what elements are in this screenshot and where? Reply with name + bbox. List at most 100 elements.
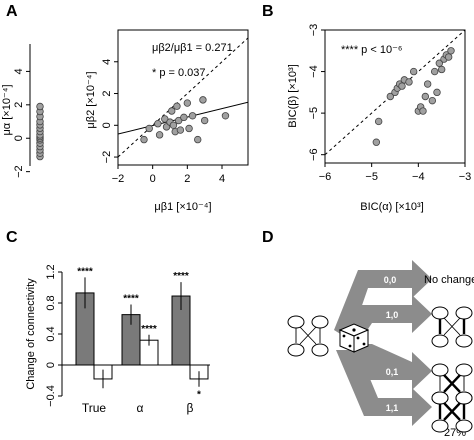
branch-label-1-0: 1,0 [386, 310, 399, 320]
c-y-label: Change of connectivity [25, 278, 37, 390]
a-right-x-ticks: −2 0 2 4 [112, 165, 225, 185]
a-right-y-tick-label: −2 [101, 151, 113, 164]
branch-arrow-0-0 [334, 260, 432, 340]
panel-d-diagram: 0,0 1,0 0,1 1,1 No change 27% [287, 260, 474, 439]
panel-letter-b: B [262, 3, 274, 20]
c-significance-label: **** [173, 271, 189, 282]
a-right-point [173, 102, 181, 110]
a-right-point [168, 107, 176, 115]
b-y-tick-label: −5 [308, 107, 320, 120]
a-right-point [161, 115, 169, 123]
c-category-labels: True α β [82, 401, 194, 415]
panel-a-strip-chart: −2 0 2 4 μα [×10⁻⁴] [1, 44, 44, 178]
a-right-plot-frame [117, 29, 249, 166]
network-edge [443, 317, 461, 336]
network-node [431, 363, 449, 377]
c-significance-label: **** [123, 294, 139, 305]
branch-label-0-1: 0,1 [386, 367, 399, 377]
b-point [398, 82, 406, 90]
a-right-point [199, 96, 207, 104]
network-edge [443, 374, 461, 393]
a-right-x-tick-label: 0 [150, 173, 156, 185]
panel-b-scatter-chart: −6 −5 −4 −3 −6 −5 −4 −3 BIC(β) [×10³] BIC(α) [… [287, 24, 471, 213]
a-right-y-tick-label: 0 [101, 122, 113, 128]
a-left-y-label: μα [×10⁻⁴] [1, 84, 13, 135]
c-category-label: True [82, 401, 107, 415]
b-point [409, 67, 418, 76]
a-right-x-tick-label: −2 [112, 173, 125, 185]
b-y-label: BIC(β) [×10³] [287, 64, 299, 127]
b-point [437, 65, 446, 74]
dice-icon [338, 323, 370, 353]
a-right-reference-lines [118, 37, 248, 158]
b-point [447, 47, 455, 55]
b-points [372, 47, 455, 146]
network-node [455, 306, 473, 320]
a-right-point [188, 112, 197, 120]
b-y-ticks: −6 −5 −4 −3 [308, 24, 325, 161]
b-identity-line-path [324, 29, 466, 156]
a-left-y-tick-label: 4 [13, 68, 25, 74]
c-significance-label: * [197, 390, 201, 401]
a-right-point [176, 126, 185, 134]
a-left-y-ticks: −2 0 2 4 [13, 68, 30, 178]
a-right-point [180, 113, 188, 122]
network-node [431, 334, 449, 348]
panel-letter-c: C [6, 229, 18, 246]
panel-letter-a: A [6, 3, 18, 20]
b-y-tick-label: −6 [308, 148, 320, 161]
b-x-tick-label: −4 [412, 171, 425, 183]
a-right-y-tick-label: 4 [101, 59, 113, 65]
a-right-point [145, 124, 153, 133]
network-node [455, 363, 473, 377]
b-point [423, 80, 432, 88]
branch-label-0-0: 0,0 [384, 275, 397, 285]
b-point [374, 117, 383, 126]
b-point [372, 138, 381, 146]
b-point [405, 78, 413, 86]
branch-arrow-1-0 [348, 295, 432, 338]
panel-a-scatter-chart: −2 0 2 4 −2 0 2 4 μβ2 [×10⁻⁴] μβ1 [×10⁻⁴] μβ2/… [85, 29, 249, 213]
c-significance-label: **** [77, 266, 93, 277]
a-right-point [183, 99, 192, 107]
c-y-tick-label: 0.4 [45, 326, 57, 341]
a-right-point [174, 116, 183, 125]
branch-arrow-1-1 [336, 350, 432, 426]
c-bars: ***************** [75, 266, 209, 401]
b-plot-frame [324, 29, 466, 164]
a-right-point [140, 135, 148, 144]
a-left-y-tick-label: −2 [13, 165, 25, 178]
a-right-x-tick-label: 2 [184, 173, 190, 185]
b-y-tick-label: −3 [308, 24, 320, 37]
b-point [433, 88, 441, 97]
b-point [435, 59, 444, 67]
a-left-y-tick-label: 2 [13, 102, 25, 108]
b-point [428, 96, 437, 105]
b-point [419, 107, 427, 115]
c-y-tick-label: 1.2 [45, 264, 57, 279]
network-node [311, 315, 329, 329]
a-right-point [200, 116, 209, 125]
a-right-point [221, 112, 230, 120]
network-edge [443, 402, 461, 421]
panel-letter-d: D [262, 229, 274, 246]
a-left-y-tick-label: 0 [13, 135, 25, 141]
b-point [430, 67, 439, 76]
a-right-point [185, 124, 193, 133]
network-node [287, 343, 305, 357]
b-point [421, 92, 430, 101]
b-x-ticks: −6 −5 −4 −3 [319, 163, 472, 183]
a-left-point [36, 102, 44, 111]
a-right-y-ticks: −2 0 2 4 [101, 59, 118, 164]
c-significance-label: **** [141, 324, 157, 335]
a-right-p-annotation: * p = 0.037 [152, 67, 206, 79]
b-x-tick-label: −3 [459, 171, 472, 183]
b-p-annotation: **** p < 10⁻⁶ [341, 44, 402, 56]
branch-label-1-1: 1,1 [386, 403, 399, 413]
c-y-ticks: −0.4 0 0.4 0.8 1.2 [45, 264, 62, 407]
network-node [455, 334, 473, 348]
b-x-tick-label: −5 [365, 171, 378, 183]
network-diagrams [287, 306, 473, 433]
